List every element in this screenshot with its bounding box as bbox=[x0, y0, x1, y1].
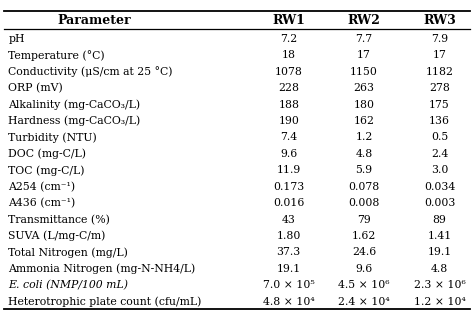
Text: 17: 17 bbox=[433, 50, 447, 60]
Text: 7.7: 7.7 bbox=[356, 34, 373, 44]
Text: Hardness (mg-CaCO₃/L): Hardness (mg-CaCO₃/L) bbox=[9, 116, 141, 126]
Text: 0.5: 0.5 bbox=[431, 133, 448, 143]
Text: 0.034: 0.034 bbox=[424, 182, 455, 192]
Text: 0.008: 0.008 bbox=[348, 198, 380, 208]
Text: 190: 190 bbox=[278, 116, 299, 126]
Text: Transmittance (%): Transmittance (%) bbox=[9, 214, 110, 225]
Text: 24.6: 24.6 bbox=[352, 247, 376, 257]
Text: 228: 228 bbox=[278, 83, 299, 93]
Text: 43: 43 bbox=[282, 215, 296, 225]
Text: 0.016: 0.016 bbox=[273, 198, 304, 208]
Text: Alkalinity (mg-CaCO₃/L): Alkalinity (mg-CaCO₃/L) bbox=[9, 99, 141, 110]
Text: E. coli (NMP/100 mL): E. coli (NMP/100 mL) bbox=[9, 280, 128, 291]
Text: 0.173: 0.173 bbox=[273, 182, 304, 192]
Text: 2.4: 2.4 bbox=[431, 149, 448, 159]
Text: RW2: RW2 bbox=[347, 14, 381, 27]
Text: 11.9: 11.9 bbox=[277, 165, 301, 175]
Text: TOC (mg-C/L): TOC (mg-C/L) bbox=[9, 165, 85, 176]
Text: 162: 162 bbox=[354, 116, 374, 126]
Text: Ammonia Nitrogen (mg-N-NH4/L): Ammonia Nitrogen (mg-N-NH4/L) bbox=[9, 264, 196, 274]
Text: RW1: RW1 bbox=[272, 14, 305, 27]
Text: A254 (cm⁻¹): A254 (cm⁻¹) bbox=[9, 182, 75, 192]
Text: 1.62: 1.62 bbox=[352, 231, 376, 241]
Text: 2.3 × 10⁶: 2.3 × 10⁶ bbox=[414, 280, 465, 290]
Text: 9.6: 9.6 bbox=[280, 149, 297, 159]
Text: Temperature (°C): Temperature (°C) bbox=[9, 50, 105, 61]
Text: Parameter: Parameter bbox=[57, 14, 131, 27]
Text: 4.8: 4.8 bbox=[356, 149, 373, 159]
Text: 1150: 1150 bbox=[350, 67, 378, 77]
Text: 1.80: 1.80 bbox=[276, 231, 301, 241]
Text: 1.2: 1.2 bbox=[356, 133, 373, 143]
Text: SUVA (L/mg-C/m): SUVA (L/mg-C/m) bbox=[9, 231, 106, 241]
Text: pH: pH bbox=[9, 34, 25, 44]
Text: 4.8 × 10⁴: 4.8 × 10⁴ bbox=[263, 297, 315, 307]
Text: 17: 17 bbox=[357, 50, 371, 60]
Text: 175: 175 bbox=[429, 100, 450, 109]
Text: 1182: 1182 bbox=[426, 67, 454, 77]
Text: Total Nitrogen (mg/L): Total Nitrogen (mg/L) bbox=[9, 247, 128, 258]
Text: A436 (cm⁻¹): A436 (cm⁻¹) bbox=[9, 198, 76, 208]
Text: 7.4: 7.4 bbox=[280, 133, 297, 143]
Text: Conductivity (μS/cm at 25 °C): Conductivity (μS/cm at 25 °C) bbox=[9, 66, 173, 77]
Text: 0.078: 0.078 bbox=[348, 182, 380, 192]
Text: 1078: 1078 bbox=[275, 67, 303, 77]
Text: 188: 188 bbox=[278, 100, 299, 109]
Text: 79: 79 bbox=[357, 215, 371, 225]
Text: 2.4 × 10⁴: 2.4 × 10⁴ bbox=[338, 297, 390, 307]
Text: 19.1: 19.1 bbox=[277, 264, 301, 274]
Text: 4.5 × 10⁶: 4.5 × 10⁶ bbox=[338, 280, 390, 290]
Text: 278: 278 bbox=[429, 83, 450, 93]
Text: RW3: RW3 bbox=[423, 14, 456, 27]
Text: ORP (mV): ORP (mV) bbox=[9, 83, 63, 93]
Text: 263: 263 bbox=[354, 83, 374, 93]
Text: 89: 89 bbox=[433, 215, 447, 225]
Text: 9.6: 9.6 bbox=[356, 264, 373, 274]
Text: 5.9: 5.9 bbox=[356, 165, 373, 175]
Text: 180: 180 bbox=[354, 100, 374, 109]
Text: 3.0: 3.0 bbox=[431, 165, 448, 175]
Text: DOC (mg-C/L): DOC (mg-C/L) bbox=[9, 149, 86, 159]
Text: 4.8: 4.8 bbox=[431, 264, 448, 274]
Text: 7.0 × 10⁵: 7.0 × 10⁵ bbox=[263, 280, 315, 290]
Text: 0.003: 0.003 bbox=[424, 198, 455, 208]
Text: 1.2 × 10⁴: 1.2 × 10⁴ bbox=[414, 297, 465, 307]
Text: 7.2: 7.2 bbox=[280, 34, 297, 44]
Text: 136: 136 bbox=[429, 116, 450, 126]
Text: 7.9: 7.9 bbox=[431, 34, 448, 44]
Text: 18: 18 bbox=[282, 50, 296, 60]
Text: 1.41: 1.41 bbox=[428, 231, 452, 241]
Text: Heterotrophic plate count (cfu/mL): Heterotrophic plate count (cfu/mL) bbox=[9, 297, 202, 307]
Text: Turbidity (NTU): Turbidity (NTU) bbox=[9, 132, 97, 143]
Text: 19.1: 19.1 bbox=[428, 247, 452, 257]
Text: 37.3: 37.3 bbox=[277, 247, 301, 257]
